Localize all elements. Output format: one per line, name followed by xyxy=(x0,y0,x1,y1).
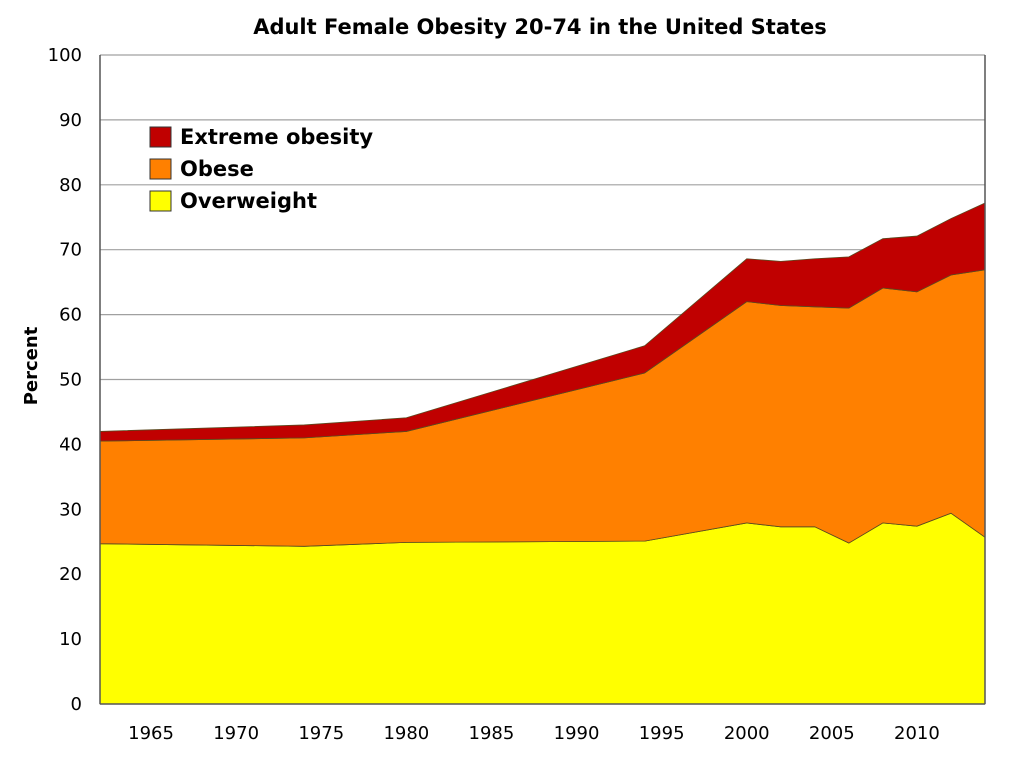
legend-label: Overweight xyxy=(180,189,317,213)
x-tick-label: 2005 xyxy=(809,723,855,744)
x-tick-label: 1995 xyxy=(639,723,685,744)
y-tick-label: 0 xyxy=(71,694,82,715)
y-tick-label: 90 xyxy=(59,110,82,131)
y-tick-label: 60 xyxy=(59,305,82,326)
y-tick-label: 70 xyxy=(59,240,82,261)
y-axis-label: Percent xyxy=(21,326,42,405)
legend-label: Extreme obesity xyxy=(180,125,373,149)
x-tick-label: 2000 xyxy=(724,723,770,744)
x-tick-label: 1975 xyxy=(298,723,344,744)
y-tick-label: 100 xyxy=(48,45,82,66)
x-tick-label: 1990 xyxy=(554,723,600,744)
x-tick-label: 1965 xyxy=(128,723,174,744)
x-tick-label: 1980 xyxy=(383,723,429,744)
area-obese xyxy=(99,269,986,547)
y-tick-label: 20 xyxy=(59,564,82,585)
legend-swatch xyxy=(149,190,172,212)
y-tick-label: 30 xyxy=(59,499,82,520)
chart-title: Adult Female Obesity 20-74 in the United… xyxy=(253,15,827,39)
legend-label: Obese xyxy=(180,157,254,181)
x-tick-label: 1985 xyxy=(469,723,515,744)
y-tick-label: 50 xyxy=(59,370,82,391)
legend-swatch xyxy=(149,126,172,148)
x-tick-label: 1970 xyxy=(213,723,259,744)
legend-swatch xyxy=(149,158,172,180)
x-tick-label: 2010 xyxy=(894,723,940,744)
y-tick-label: 10 xyxy=(59,629,82,650)
y-tick-label: 80 xyxy=(59,175,82,196)
legend: Extreme obesity Obese Overweight xyxy=(149,125,373,213)
y-tick-label: 40 xyxy=(59,434,82,455)
